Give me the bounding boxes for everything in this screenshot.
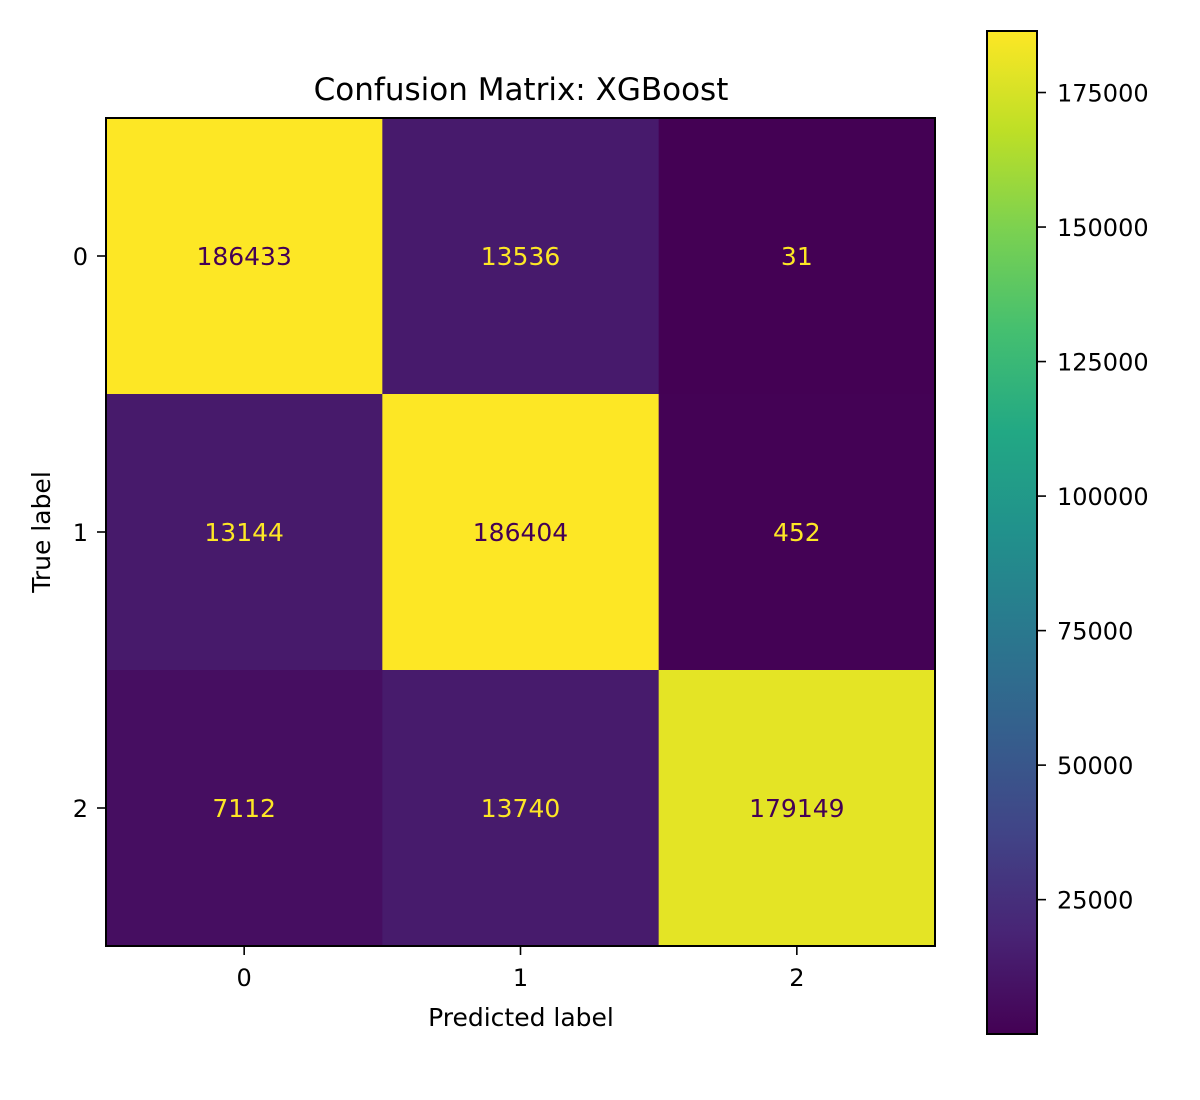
cell-value-label: 452 bbox=[773, 518, 821, 547]
colorbar-tick-label: 75000 bbox=[1057, 618, 1133, 646]
y-axis-ticks: 0 1 2 bbox=[73, 243, 106, 823]
x-tick-label: 1 bbox=[513, 964, 528, 992]
cell-values: 186433 13536 31 13144 186404 452 7112 13740 1791… bbox=[196, 242, 844, 823]
colorbar-tick-label: 100000 bbox=[1057, 483, 1149, 511]
heatmap-cell bbox=[106, 394, 383, 671]
colorbar-tick-label: 25000 bbox=[1057, 887, 1133, 915]
y-axis-label: True label bbox=[27, 471, 56, 594]
heatmap-cells bbox=[106, 118, 936, 947]
colorbar-tick-label: 125000 bbox=[1057, 349, 1149, 377]
cell-value-label: 7112 bbox=[212, 794, 276, 823]
cell-value-label: 31 bbox=[781, 242, 813, 271]
x-tick-label: 0 bbox=[237, 964, 252, 992]
heatmap-cell bbox=[658, 394, 936, 671]
cell-value-label: 186404 bbox=[473, 518, 568, 547]
cell-value-label: 186433 bbox=[196, 242, 291, 271]
colorbar-tick-label: 150000 bbox=[1057, 214, 1149, 242]
colorbar-tick-label: 175000 bbox=[1057, 80, 1149, 108]
colorbar-tick-label: 50000 bbox=[1057, 752, 1133, 780]
colorbar bbox=[987, 31, 1037, 1034]
cell-value-label: 13536 bbox=[481, 242, 561, 271]
heatmap-cell bbox=[106, 118, 383, 395]
x-axis-ticks: 0 1 2 bbox=[237, 946, 804, 992]
heatmap-cell bbox=[382, 394, 660, 671]
heatmap-cell bbox=[658, 118, 936, 395]
x-tick-label: 2 bbox=[789, 964, 804, 992]
heatmap-cell bbox=[658, 670, 936, 947]
x-axis-label: Predicted label bbox=[428, 1003, 614, 1032]
colorbar-ticks: 25000 50000 75000 100000 125000 150000 175000 bbox=[1037, 80, 1149, 915]
y-tick-label: 0 bbox=[73, 243, 88, 271]
cell-value-label: 13740 bbox=[481, 794, 561, 823]
cell-value-label: 179149 bbox=[749, 794, 844, 823]
y-tick-label: 1 bbox=[73, 519, 88, 547]
chart-title: Confusion Matrix: XGBoost bbox=[314, 72, 729, 108]
cell-value-label: 13144 bbox=[204, 518, 284, 547]
heatmap-cell bbox=[106, 670, 383, 947]
colorbar-frame bbox=[986, 30, 1038, 1035]
heatmap-cell bbox=[382, 118, 660, 395]
y-tick-label: 2 bbox=[73, 795, 88, 823]
heatmap-cell bbox=[382, 670, 660, 947]
